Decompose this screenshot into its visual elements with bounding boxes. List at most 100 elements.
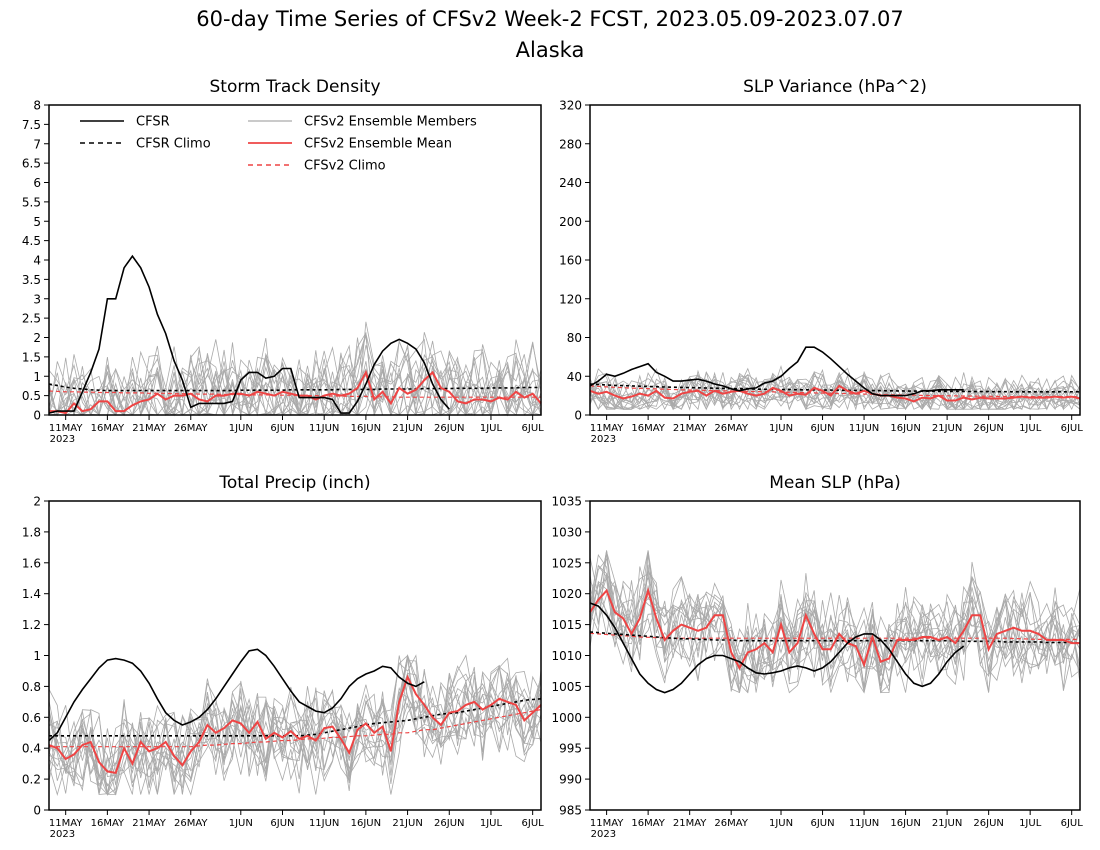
x-year-label: 2023 xyxy=(50,434,75,445)
x-tick-label: 21JUN xyxy=(932,818,962,829)
ensemble-member-line xyxy=(589,551,1081,694)
x-tick-label: 11MAY xyxy=(49,423,83,434)
y-tick-label: 8 xyxy=(33,99,41,113)
x-tick-label: 1JUN xyxy=(229,818,253,829)
x-tick-label: 11JUN xyxy=(309,818,339,829)
plot-frame xyxy=(589,500,1081,811)
panel-title: Mean SLP (hPa) xyxy=(769,473,901,493)
y-tick-label: 240 xyxy=(559,176,582,190)
panel-title: Storm Track Density xyxy=(209,77,380,97)
y-tick-label: 200 xyxy=(559,215,582,229)
plot-frame xyxy=(48,104,542,416)
series-line-cfsr xyxy=(48,254,450,414)
y-tick-label: 7 xyxy=(33,137,41,151)
y-tick-label: 2.5 xyxy=(22,312,41,326)
x-tick-label: 21MAY xyxy=(132,818,166,829)
x-tick-label: 16JUN xyxy=(351,423,381,434)
x-tick-label: 6JUL xyxy=(522,818,545,829)
series-line-cfsv2-ensemble-mean xyxy=(589,587,1080,671)
series-line-cfsr-climo xyxy=(48,383,541,392)
y-tick-label: 1005 xyxy=(551,680,582,694)
series-line-cfsr xyxy=(48,648,425,742)
series-line-cfsr xyxy=(589,346,964,397)
ensemble-member-line xyxy=(48,655,542,796)
ensemble-member-line xyxy=(48,350,542,417)
y-tick-label: 1 xyxy=(33,370,41,384)
x-tick-label: 21JUN xyxy=(392,818,422,829)
x-tick-label: 11MAY xyxy=(590,423,624,434)
x-tick-label: 21JUN xyxy=(392,423,422,434)
ensemble-member-line xyxy=(48,679,542,795)
y-tick-label: 120 xyxy=(559,292,582,306)
x-year-label: 2023 xyxy=(591,829,616,840)
ensemble-members xyxy=(48,654,542,796)
x-tick-label: 6JUN xyxy=(270,423,294,434)
ensemble-members xyxy=(589,550,1081,694)
y-tick-label: 6 xyxy=(33,176,41,190)
y-tick-label: 0.5 xyxy=(22,389,41,403)
x-tick-label: 21JUN xyxy=(932,423,962,434)
y-tick-label: 985 xyxy=(559,804,582,818)
ensemble-member-line xyxy=(589,550,1081,693)
y-tick-label: 0 xyxy=(574,409,582,423)
x-tick-label: 1JUL xyxy=(480,423,503,434)
x-tick-label: 26MAY xyxy=(174,423,208,434)
ensemble-member-line xyxy=(48,670,542,795)
y-tick-label: 0.8 xyxy=(22,680,41,694)
plot-frame xyxy=(48,500,542,811)
x-tick-label: 6JUN xyxy=(810,818,834,829)
x-tick-label: 1JUL xyxy=(1019,818,1042,829)
x-tick-label: 6JUL xyxy=(1061,818,1084,829)
legend-label: CFSv2 Climo xyxy=(304,159,386,174)
x-tick-label: 11JUN xyxy=(309,423,339,434)
ensemble-members xyxy=(589,365,1081,411)
y-tick-label: 280 xyxy=(559,137,582,151)
chart-panel-2: SLP Variance (hPa^2) 0 40 80 120 160 200 240 280… xyxy=(559,77,1083,445)
series-line-cfsv2-ensemble-mean xyxy=(49,369,542,415)
x-tick-label: 11MAY xyxy=(49,818,83,829)
x-tick-label: 1JUN xyxy=(229,423,253,434)
y-tick-label: 7.5 xyxy=(22,118,41,132)
ensemble-member-line xyxy=(589,368,1081,411)
chart-panel-4: Mean SLP (hPa) 985 990 995 1000 1005 1010 1015 1… xyxy=(551,473,1083,840)
series-line-cfsr-climo xyxy=(589,383,1080,393)
x-tick-label: 6JUN xyxy=(270,818,294,829)
series-line-cfsv2-climo xyxy=(49,709,542,748)
x-tick-label: 1JUL xyxy=(1019,423,1042,434)
y-tick-label: 0.4 xyxy=(22,742,41,756)
legend: CFSR CFSR Climo CFSv2 Ensemble Members CFSv… xyxy=(80,115,477,174)
x-tick-label: 16MAY xyxy=(91,818,125,829)
y-tick-label: 4 xyxy=(33,254,41,268)
x-tick-label: 11JUN xyxy=(849,818,879,829)
ensemble-members xyxy=(48,321,542,417)
x-tick-label: 26MAY xyxy=(174,818,208,829)
x-tick-label: 16MAY xyxy=(631,423,665,434)
y-tick-label: 2 xyxy=(33,331,41,345)
x-tick-label: 11MAY xyxy=(590,818,624,829)
y-tick-label: 5.5 xyxy=(22,195,41,209)
y-tick-label: 1020 xyxy=(551,587,582,601)
ensemble-member-line xyxy=(48,666,542,795)
x-tick-label: 26JUN xyxy=(434,423,464,434)
ensemble-member-line xyxy=(48,339,541,417)
figure-subtitle: Alaska xyxy=(516,38,585,62)
legend-label: CFSv2 Ensemble Mean xyxy=(304,137,452,152)
x-tick-label: 21MAY xyxy=(132,423,166,434)
series-line-cfsv2-climo xyxy=(589,385,1080,398)
ensemble-member-line xyxy=(48,654,542,795)
legend-label: CFSR xyxy=(136,115,170,130)
x-tick-label: 26JUN xyxy=(434,818,464,829)
x-tick-label: 6JUL xyxy=(522,423,545,434)
figure-title: 60-day Time Series of CFSv2 Week-2 FCST,… xyxy=(196,7,903,31)
legend-label: CFSv2 Ensemble Members xyxy=(304,115,477,130)
y-tick-label: 3 xyxy=(33,292,41,306)
series-line-cfsv2-climo xyxy=(589,632,1080,641)
series-line-cfsr-climo xyxy=(589,631,1081,644)
y-tick-label: 0 xyxy=(33,804,41,818)
x-tick-label: 1JUL xyxy=(480,818,503,829)
x-tick-label: 1JUN xyxy=(769,818,793,829)
x-tick-label: 6JUN xyxy=(810,423,834,434)
y-tick-label: 1.2 xyxy=(22,618,41,632)
y-tick-label: 1.6 xyxy=(22,556,41,570)
ensemble-member-line xyxy=(589,365,1081,411)
